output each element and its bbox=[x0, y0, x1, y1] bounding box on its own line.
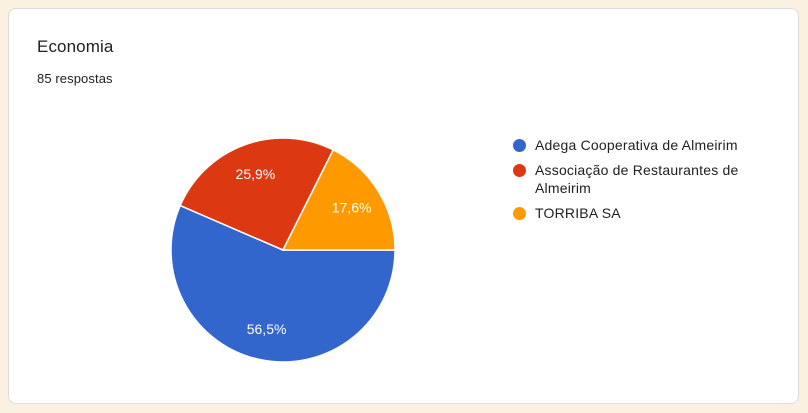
pie-slice-label: 56,5% bbox=[247, 321, 287, 337]
pie-chart: 56,5% 25,9% 17,6% bbox=[170, 137, 396, 363]
legend-color-dot bbox=[513, 138, 526, 152]
pie-slice-label: 17,6% bbox=[332, 200, 372, 216]
legend-color-dot bbox=[513, 206, 526, 220]
response-count: 85 respostas bbox=[37, 71, 113, 86]
pie-slice-label: 25,9% bbox=[236, 166, 276, 182]
chart-legend: Adega Cooperativa de Almeirim Associação … bbox=[513, 136, 785, 222]
legend-color-dot bbox=[513, 163, 526, 177]
legend-label: TORRIBA SA bbox=[535, 205, 621, 221]
legend-label: Adega Cooperativa de Almeirim bbox=[535, 137, 738, 153]
pie-slice-1[interactable] bbox=[170, 204, 396, 363]
pie-slice-2[interactable] bbox=[179, 137, 335, 251]
legend-item: Adega Cooperativa de Almeirim bbox=[513, 136, 785, 154]
legend-label: Associação de Restaurantes de Almeirim bbox=[535, 162, 739, 196]
summary-card: Economia 85 respostas 56,5% 25,9% 17,6% Ad… bbox=[8, 8, 799, 404]
legend-item: Associação de Restaurantes de Almeirim bbox=[513, 161, 785, 197]
pie-slice-3[interactable] bbox=[281, 148, 396, 251]
legend-item: TORRIBA SA bbox=[513, 204, 785, 222]
question-title: Economia bbox=[37, 37, 114, 56]
